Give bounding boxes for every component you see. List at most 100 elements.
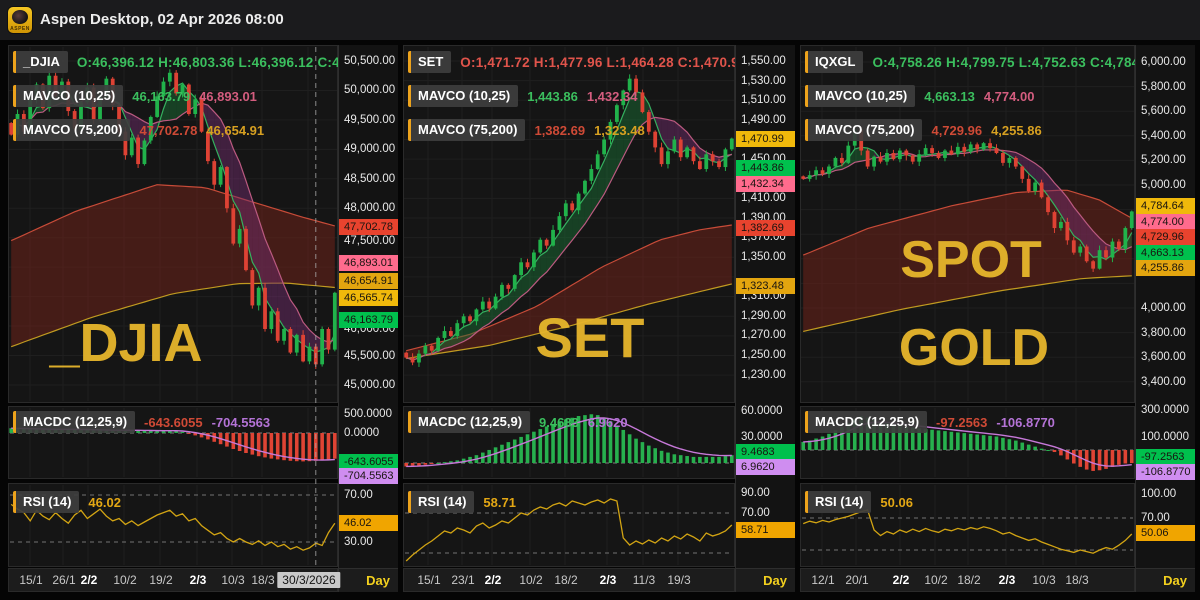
y-axis-tick: 48,500.00 [344, 173, 396, 185]
ohlc-quote: O:46,396.12 H:46,803.36 L:46,396.12 C:46… [76, 54, 394, 70]
indicator-value: 6.9620 [587, 414, 628, 430]
price-badge: 46,654.91 [339, 273, 398, 289]
x-axis-label: 15/1 [417, 573, 441, 587]
mavco-chip-2-djia[interactable]: MAVCO (75,200) [13, 119, 131, 141]
price-axis-set: 1,550.00 1,530.00 1,510.00 1,490.00 1,450.00… [735, 45, 795, 592]
indicator-value: 58.71 [483, 494, 516, 510]
y-axis-tick: 1,270.00 [741, 329, 786, 341]
x-axis-label: 2/2 [484, 573, 502, 587]
y-axis-tick: 1,510.00 [741, 94, 786, 106]
y-axis-tick: 30.00 [344, 536, 373, 548]
y-axis-tick: 60.0000 [741, 405, 783, 417]
indicator-value: 1,432.34 [586, 88, 638, 104]
indicator-value: -97.2563 [936, 414, 988, 430]
y-axis-tick: 49,500.00 [344, 114, 396, 126]
mavco-chip-1-gold[interactable]: MAVCO (10,25) [805, 85, 916, 107]
y-axis-tick: 30.0000 [741, 431, 783, 443]
indicator-value: 4,774.00 [983, 88, 1035, 104]
price-badge: -704.5563 [339, 468, 398, 484]
rsi-chip-set[interactable]: RSI (14) [408, 491, 475, 513]
macd-chip-gold[interactable]: MACDC (12,25,9) [805, 411, 928, 433]
x-axis-djia: 15/1 26/1 2/2 10/2 19/2 2/3 10/3 18/3 30/3/2026 [8, 568, 341, 592]
symbol-chip-gold[interactable]: IQXGL [805, 51, 864, 73]
x-axis-gold: 12/1 20/1 2/2 10/2 18/2 2/3 10/3 18/3 [800, 568, 1135, 592]
day-timeframe-label[interactable]: Day [1163, 573, 1187, 588]
timeframe-cell-gold: Day [1136, 568, 1195, 592]
x-axis-label: 18/2 [957, 573, 981, 587]
x-axis-label: 19/3 [667, 573, 691, 587]
day-timeframe-label[interactable]: Day [763, 573, 787, 588]
price-badge: 46.02 [339, 515, 398, 531]
x-axis-label: 2/2 [80, 573, 98, 587]
mavco-chip-2-set[interactable]: MAVCO (75,200) [408, 119, 526, 141]
chart-panel-gold: 12/1 20/1 2/2 10/2 18/2 2/3 10/3 18/3 SPOT GOLD IQ… [800, 45, 1196, 592]
mavco-row-1-set: MAVCO (10,25) 1,443.86 1,432.34 [408, 85, 637, 107]
symbol-chip-set[interactable]: SET [408, 51, 452, 73]
y-axis-tick: 1,410.00 [741, 192, 786, 204]
x-axis-label: 10/2 [519, 573, 543, 587]
quote-row-gold: IQXGL O:4,758.26 H:4,799.75 L:4,752.63 C:… [805, 51, 1159, 73]
rsi-legend-djia: RSI (14) 46.02 [13, 491, 121, 513]
x-axis-label: 2/3 [189, 573, 207, 587]
y-axis-tick: 500.0000 [344, 408, 392, 420]
y-axis-tick: 3,600.00 [1141, 351, 1186, 363]
macd-chip-set[interactable]: MACDC (12,25,9) [408, 411, 531, 433]
chart-panel-djia: 15/1 26/1 2/2 10/2 19/2 2/3 10/3 18/3 30/3/2026 _… [8, 45, 399, 592]
indicator-value: 1,443.86 [527, 88, 578, 104]
window-title: Aspen Desktop, 02 Apr 2026 08:00 [40, 11, 284, 28]
x-axis-set: 15/1 23/1 2/2 10/2 18/2 2/3 11/3 19/3 [403, 568, 735, 592]
rsi-chip-djia[interactable]: RSI (14) [13, 491, 80, 513]
y-axis-tick: 45,000.00 [344, 379, 396, 391]
macd-legend-gold: MACDC (12,25,9) -97.2563 -106.8770 [805, 411, 1055, 433]
y-axis-tick: 1,530.00 [741, 75, 786, 87]
mavco-chip-1-djia[interactable]: MAVCO (10,25) [13, 85, 124, 107]
y-axis-tick: 5,000.00 [1141, 179, 1186, 191]
indicator-value: -643.6055 [144, 414, 203, 430]
y-axis-tick: 45,500.00 [344, 350, 396, 362]
rsi-chip-gold[interactable]: RSI (14) [805, 491, 872, 513]
macd-legend-djia: MACDC (12,25,9) -643.6055 -704.5563 [13, 411, 270, 433]
x-axis-label: 10/2 [113, 573, 137, 587]
price-axis-gold: 6,000.00 5,800.00 5,600.00 5,400.00 5,200.00… [1135, 45, 1195, 592]
y-axis-tick: 1,550.00 [741, 55, 786, 67]
price-badge: 4,729.96 [1136, 229, 1195, 245]
x-axis-label: 18/2 [554, 573, 578, 587]
price-badge: 47,702.78 [339, 219, 398, 235]
x-axis-label: 2/3 [599, 573, 617, 587]
x-axis-label: 20/1 [845, 573, 869, 587]
mavco-chip-2-gold[interactable]: MAVCO (75,200) [805, 119, 923, 141]
y-axis-tick: 70.00 [344, 489, 373, 501]
indicator-value: 1,323.48 [594, 122, 645, 138]
x-axis-label: 15/1 [19, 573, 43, 587]
mavco-row-1-djia: MAVCO (10,25) 46,163.79 46,893.01 [13, 85, 257, 107]
x-axis-label: 2/3 [998, 573, 1016, 587]
y-axis-tick: 1,230.00 [741, 369, 786, 381]
y-axis-tick: 70.00 [1141, 512, 1170, 524]
y-axis-tick: 70.00 [741, 507, 770, 519]
quote-row-djia: _DJIA O:46,396.12 H:46,803.36 L:46,396.12… [13, 51, 394, 73]
x-axis-label: 10/3 [221, 573, 245, 587]
price-badge: 1,443.86 [736, 160, 795, 176]
symbol-chip-djia[interactable]: _DJIA [13, 51, 68, 73]
x-axis-label: 10/3 [1032, 573, 1056, 587]
day-timeframe-label[interactable]: Day [366, 573, 390, 588]
y-axis-tick: 90.00 [741, 487, 770, 499]
rsi-legend-gold: RSI (14) 50.06 [805, 491, 913, 513]
mavco-row-2-gold: MAVCO (75,200) 4,729.96 4,255.86 [805, 119, 1042, 141]
timeframe-cell-set: Day [736, 568, 795, 592]
y-axis-tick: 5,200.00 [1141, 154, 1186, 166]
price-badge: 1,432.34 [736, 176, 795, 192]
mavco-chip-1-set[interactable]: MAVCO (10,25) [408, 85, 519, 107]
mavco-row-2-set: MAVCO (75,200) 1,382.69 1,323.48 [408, 119, 645, 141]
app-header: ASPEN Aspen Desktop, 02 Apr 2026 08:00 [0, 0, 1200, 40]
price-badge: 1,382.69 [736, 220, 795, 236]
aspen-logo-orb [12, 10, 28, 24]
y-axis-tick: 1,490.00 [741, 114, 786, 126]
macd-chip-djia[interactable]: MACDC (12,25,9) [13, 411, 136, 433]
price-badge: 6.9620 [736, 459, 795, 475]
price-badge: 9.4683 [736, 444, 795, 460]
price-badge: 4,255.86 [1136, 260, 1195, 276]
price-badge: 46,893.01 [339, 255, 398, 271]
price-badge: 46,565.74 [339, 290, 398, 306]
